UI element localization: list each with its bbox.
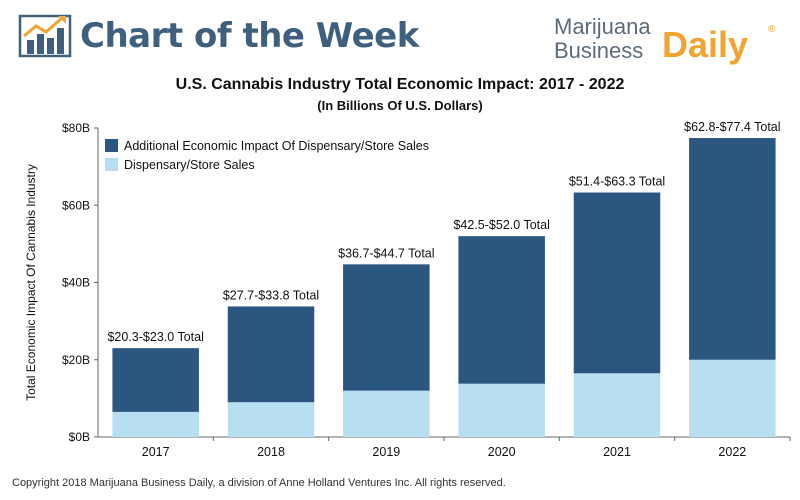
x-tick-label: 2017	[142, 445, 170, 459]
chart-title: U.S. Cannabis Industry Total Economic Im…	[175, 76, 625, 93]
bar-dispensary-sales	[573, 373, 661, 437]
bar-dispensary-sales	[689, 359, 776, 437]
x-tick-label: 2019	[372, 445, 400, 459]
bar-additional-impact	[689, 138, 776, 360]
bar-additional-impact	[112, 348, 199, 412]
y-tick-label: $60B	[62, 198, 90, 212]
bar-dispensary-sales	[112, 411, 199, 437]
x-tick-label: 2022	[718, 445, 746, 459]
brand-logo: Marijuana Business Daily ®	[554, 14, 784, 65]
page-title: Chart of the Week	[80, 16, 419, 56]
y-tick-label: $20B	[62, 353, 90, 367]
brand-marijuana: Marijuana	[554, 14, 651, 39]
y-tick-label: $0B	[69, 430, 90, 444]
brand-business: Business	[554, 38, 644, 63]
legend-swatch	[105, 158, 118, 171]
brand-registered-mark: ®	[768, 24, 776, 35]
x-tick-label: 2018	[257, 445, 285, 459]
bar-dispensary-sales	[458, 383, 545, 437]
copyright-footer: Copyright 2018 Marijuana Business Daily,…	[12, 477, 506, 489]
data-label: $51.4-$63.3 Total	[569, 175, 665, 189]
bar-dispensary-sales	[343, 390, 430, 437]
bar-additional-impact	[227, 306, 315, 403]
header: Chart of the Week Marijuana Business Dai…	[0, 0, 800, 70]
bar-additional-impact	[573, 192, 661, 374]
data-label: $42.5-$52.0 Total	[453, 218, 549, 232]
y-axis-label: Total Economic Impact Of Cannabis Indust…	[24, 164, 38, 401]
bar-chart-arrow-icon	[18, 14, 72, 58]
legend-label: Additional Economic Impact Of Dispensary…	[124, 139, 429, 153]
bar-dispensary-sales	[227, 402, 315, 437]
data-label: $27.7-$33.8 Total	[223, 288, 319, 302]
chart-subtitle: (In Billions Of U.S. Dollars)	[317, 98, 483, 113]
legend-label: Dispensary/Store Sales	[124, 158, 255, 172]
x-tick-label: 2020	[488, 445, 516, 459]
brand-daily: Daily	[662, 24, 749, 65]
bar-additional-impact	[458, 236, 545, 384]
data-label: $62.8-$77.4 Total	[684, 120, 780, 134]
y-tick-label: $80B	[62, 121, 90, 135]
data-label: $20.3-$23.0 Total	[107, 330, 203, 344]
bar-additional-impact	[343, 264, 430, 391]
y-tick-label: $40B	[62, 276, 90, 290]
x-tick-label: 2021	[603, 445, 631, 459]
data-label: $36.7-$44.7 Total	[338, 246, 434, 260]
legend-swatch	[105, 139, 118, 152]
